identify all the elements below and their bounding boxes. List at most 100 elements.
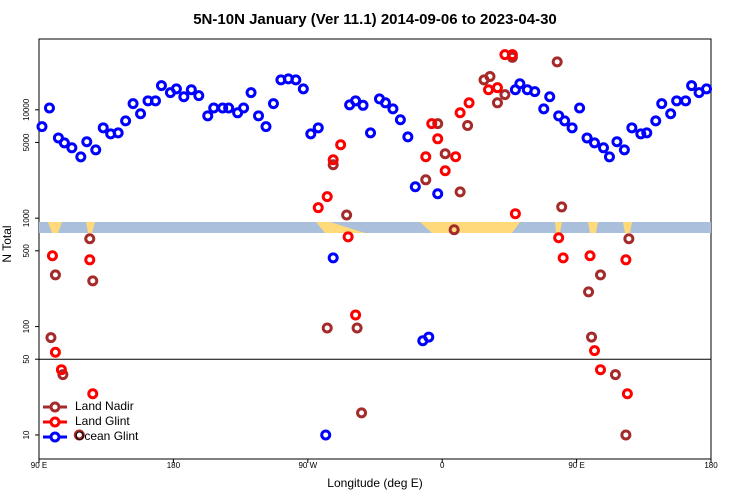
point — [584, 250, 596, 262]
point — [342, 231, 354, 243]
point — [170, 83, 182, 95]
point — [423, 331, 435, 343]
point — [58, 137, 70, 149]
point — [635, 128, 647, 140]
point — [665, 108, 677, 120]
point — [586, 331, 598, 343]
point — [611, 136, 623, 148]
point — [327, 154, 339, 166]
point — [553, 232, 565, 244]
point — [267, 98, 279, 110]
point — [589, 345, 601, 357]
y-tick-label: 5000 — [22, 133, 31, 151]
point — [462, 120, 474, 132]
point — [589, 137, 601, 149]
point — [556, 201, 568, 213]
point — [680, 95, 692, 107]
point — [49, 269, 61, 281]
point — [463, 97, 475, 109]
point — [73, 429, 85, 441]
point — [341, 209, 353, 221]
y-tick-label: 1000 — [22, 209, 31, 227]
point — [149, 95, 161, 107]
point — [327, 252, 339, 264]
x-tick-label: 0 — [440, 461, 445, 470]
point — [327, 159, 339, 171]
ocean-band — [39, 222, 711, 233]
point — [551, 56, 563, 68]
point — [81, 136, 93, 148]
legend-label: Land Glint — [75, 414, 130, 428]
point — [650, 115, 662, 127]
point — [514, 78, 526, 90]
point — [439, 148, 451, 160]
point — [432, 118, 444, 130]
point — [448, 224, 460, 236]
point — [387, 103, 399, 115]
point — [621, 388, 633, 400]
point — [185, 84, 197, 96]
point — [305, 128, 317, 140]
point — [55, 364, 67, 376]
point — [609, 369, 621, 381]
x-tick-label: 90 E — [31, 461, 47, 470]
y-tick-label: 10000 — [22, 98, 31, 121]
point — [321, 322, 333, 334]
point — [594, 269, 606, 281]
point — [439, 165, 451, 177]
point — [559, 115, 571, 127]
point — [356, 407, 368, 419]
point — [583, 286, 595, 298]
point — [597, 142, 609, 154]
point — [581, 132, 593, 144]
plot-frame — [38, 38, 712, 460]
point — [87, 388, 99, 400]
legend-marker — [49, 431, 61, 443]
point — [603, 151, 615, 163]
point — [394, 114, 406, 126]
point — [482, 84, 494, 96]
point — [641, 127, 653, 139]
point — [260, 121, 272, 133]
point — [618, 144, 630, 156]
point — [208, 102, 220, 114]
point — [484, 70, 496, 82]
point — [544, 91, 556, 103]
point — [84, 233, 96, 245]
point — [43, 102, 55, 114]
land-patch — [48, 222, 632, 233]
point — [155, 80, 167, 92]
point — [245, 87, 257, 99]
point — [686, 80, 698, 92]
point — [320, 429, 332, 441]
point — [297, 83, 309, 95]
y-tick-label: 50 — [22, 354, 31, 363]
point — [557, 252, 569, 264]
x-tick-label: 90 W — [298, 461, 317, 470]
point — [351, 322, 363, 334]
point — [112, 127, 124, 139]
point — [46, 250, 58, 262]
point — [321, 191, 333, 203]
point — [365, 127, 377, 139]
point — [335, 139, 347, 151]
point — [402, 131, 414, 143]
point — [432, 133, 444, 145]
point — [350, 95, 362, 107]
point — [620, 429, 632, 441]
point — [623, 233, 635, 245]
legend-label: Land Nadir — [75, 399, 134, 413]
point — [45, 332, 57, 344]
point — [626, 122, 638, 134]
point — [253, 110, 265, 122]
point — [49, 346, 61, 358]
point — [217, 102, 229, 114]
point — [97, 122, 109, 134]
point — [350, 309, 362, 321]
point — [491, 82, 503, 94]
point — [454, 186, 466, 198]
point — [312, 202, 324, 214]
point — [426, 118, 438, 130]
point — [202, 110, 214, 122]
point — [66, 142, 78, 154]
